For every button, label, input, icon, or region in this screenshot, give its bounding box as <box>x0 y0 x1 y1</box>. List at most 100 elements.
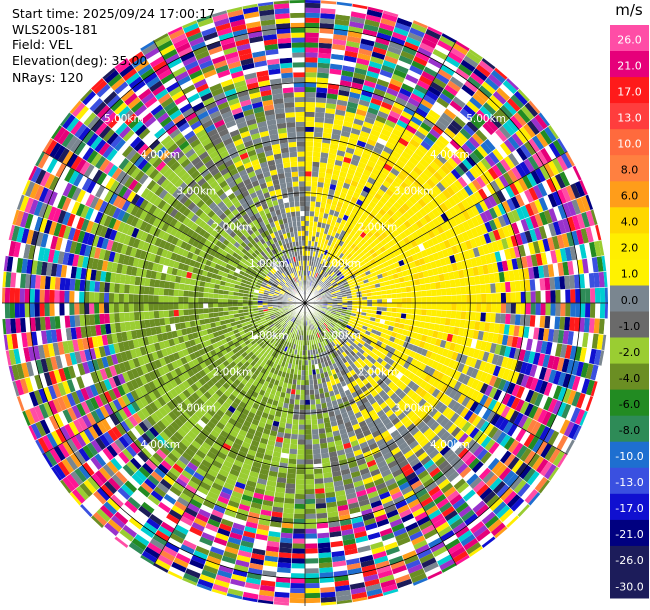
velocity-gate <box>231 425 241 434</box>
velocity-gate <box>252 402 260 410</box>
velocity-gate <box>449 217 458 228</box>
velocity-gate <box>274 491 285 498</box>
velocity-gate <box>139 396 149 408</box>
velocity-gate <box>388 184 398 193</box>
velocity-gate <box>206 450 217 460</box>
velocity-gate <box>413 111 426 122</box>
velocity-gate <box>418 75 433 86</box>
velocity-gate <box>411 461 424 472</box>
velocity-gate <box>350 196 358 204</box>
velocity-gate <box>301 370 305 376</box>
velocity-gate <box>539 211 549 226</box>
velocity-gate <box>347 240 354 247</box>
velocity-gate <box>471 415 482 427</box>
velocity-gate <box>393 26 409 37</box>
velocity-gate <box>148 401 159 413</box>
velocity-gate <box>453 179 464 191</box>
velocity-gate <box>272 501 284 508</box>
velocity-gate <box>568 166 580 183</box>
velocity-gate <box>419 277 426 285</box>
velocity-gate <box>272 326 278 332</box>
velocity-gate <box>152 423 163 435</box>
velocity-gate <box>186 377 195 387</box>
velocity-gate <box>162 427 174 439</box>
velocity-gate <box>289 443 298 450</box>
velocity-gate <box>309 379 314 385</box>
velocity-gate <box>469 116 483 130</box>
velocity-gate <box>162 474 176 486</box>
velocity-gate <box>376 565 392 574</box>
velocity-gate <box>317 326 322 332</box>
velocity-gate <box>395 234 403 243</box>
velocity-gate <box>519 231 528 245</box>
velocity-gate <box>481 303 487 313</box>
velocity-gate <box>335 414 343 421</box>
velocity-gate <box>435 205 445 216</box>
velocity-gate <box>529 364 538 378</box>
velocity-gate <box>229 429 239 438</box>
velocity-gate <box>572 165 582 181</box>
velocity-gate <box>440 131 453 143</box>
velocity-gate <box>581 378 591 395</box>
velocity-gate <box>326 381 332 388</box>
velocity-gate <box>349 263 356 270</box>
velocity-gate <box>580 362 589 379</box>
velocity-gate <box>437 525 453 538</box>
velocity-gate <box>196 343 203 351</box>
velocity-gate <box>350 249 356 256</box>
velocity-gate <box>510 303 516 314</box>
velocity-gate <box>208 396 217 405</box>
velocity-gate <box>441 303 447 311</box>
velocity-gate <box>405 313 412 320</box>
velocity-gate <box>315 92 328 99</box>
velocity-gate <box>412 166 423 176</box>
velocity-gate <box>359 354 366 361</box>
velocity-gate <box>425 533 441 544</box>
velocity-gate <box>404 318 411 326</box>
velocity-gate <box>557 204 567 220</box>
velocity-gate <box>94 382 104 395</box>
velocity-gate <box>257 347 264 353</box>
velocity-gate <box>385 509 399 519</box>
velocity-gate <box>82 444 95 460</box>
velocity-gate <box>489 252 497 264</box>
velocity-gate <box>287 314 292 319</box>
velocity-gate <box>399 223 408 232</box>
velocity-gate <box>319 442 328 449</box>
velocity-gate <box>393 396 402 405</box>
velocity-gate <box>447 196 457 207</box>
velocity-gate <box>385 158 396 168</box>
velocity-gate <box>466 376 476 388</box>
velocity-gate <box>403 369 412 378</box>
velocity-gate <box>266 398 274 405</box>
velocity-gate <box>388 413 398 422</box>
velocity-gate <box>291 548 305 554</box>
velocity-gate <box>357 494 369 502</box>
velocity-gate <box>506 118 520 133</box>
velocity-gate <box>224 546 239 555</box>
velocity-gate <box>182 371 191 381</box>
velocity-gate <box>570 182 581 199</box>
velocity-gate <box>226 434 237 443</box>
velocity-gate <box>349 336 356 343</box>
velocity-gate <box>279 338 284 344</box>
velocity-gate <box>311 364 316 370</box>
velocity-gate <box>378 389 387 398</box>
velocity-gate <box>434 474 448 486</box>
velocity-gate <box>69 492 82 506</box>
velocity-gate <box>550 175 562 191</box>
velocity-gate <box>403 419 413 429</box>
velocity-gate <box>322 265 327 271</box>
velocity-gate <box>566 200 577 217</box>
velocity-gate <box>308 374 314 380</box>
velocity-gate <box>545 341 553 356</box>
velocity-gate <box>435 288 442 297</box>
velocity-gate <box>204 495 218 505</box>
velocity-gate <box>213 579 230 589</box>
velocity-gate <box>521 337 529 350</box>
velocity-gate <box>489 477 503 491</box>
velocity-gate <box>523 402 534 417</box>
velocity-gate <box>552 191 563 207</box>
velocity-gate <box>398 339 405 347</box>
velocity-gate <box>363 23 379 33</box>
